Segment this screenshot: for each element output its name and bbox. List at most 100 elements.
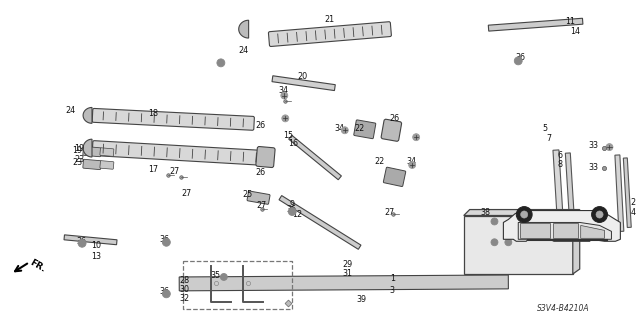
Text: 36: 36 <box>286 205 296 214</box>
Text: 6: 6 <box>557 151 563 160</box>
Polygon shape <box>83 108 92 123</box>
Circle shape <box>491 218 498 225</box>
Text: 15: 15 <box>284 131 293 140</box>
Text: 1: 1 <box>390 274 395 284</box>
FancyBboxPatch shape <box>92 108 254 130</box>
FancyBboxPatch shape <box>268 22 392 47</box>
Circle shape <box>413 134 420 141</box>
Text: 34: 34 <box>278 86 289 95</box>
Text: 23: 23 <box>72 159 82 167</box>
Text: 24: 24 <box>65 106 76 115</box>
Text: 29: 29 <box>342 260 353 269</box>
Polygon shape <box>565 153 574 218</box>
FancyBboxPatch shape <box>83 146 101 157</box>
Text: 27: 27 <box>181 189 191 198</box>
Text: 36: 36 <box>159 235 170 244</box>
Circle shape <box>591 207 607 222</box>
Polygon shape <box>553 223 578 238</box>
Text: 26: 26 <box>255 168 266 177</box>
Polygon shape <box>272 76 335 91</box>
FancyBboxPatch shape <box>256 146 275 167</box>
Polygon shape <box>464 216 573 274</box>
Polygon shape <box>279 196 361 249</box>
Text: 3: 3 <box>390 286 395 295</box>
FancyBboxPatch shape <box>383 167 406 187</box>
Text: 9: 9 <box>290 200 295 209</box>
Text: S3V4-B4210A: S3V4-B4210A <box>536 304 589 313</box>
FancyBboxPatch shape <box>247 191 270 204</box>
Polygon shape <box>615 155 624 232</box>
Circle shape <box>282 115 289 122</box>
Circle shape <box>596 211 603 218</box>
Text: 5: 5 <box>543 124 548 133</box>
Circle shape <box>491 239 498 246</box>
Text: 26: 26 <box>255 121 266 130</box>
Polygon shape <box>83 139 92 157</box>
Text: 39: 39 <box>356 295 367 304</box>
Text: 27: 27 <box>257 201 267 210</box>
Text: 33: 33 <box>589 141 598 150</box>
Text: 21: 21 <box>325 15 335 24</box>
Text: 20: 20 <box>297 72 307 81</box>
Text: 34: 34 <box>335 124 345 133</box>
Polygon shape <box>239 20 248 38</box>
Text: 14: 14 <box>570 26 580 36</box>
Text: 19: 19 <box>72 145 82 155</box>
Polygon shape <box>580 226 605 238</box>
Circle shape <box>606 144 613 151</box>
Text: 33: 33 <box>589 163 598 173</box>
Text: 2: 2 <box>630 198 636 207</box>
Text: 31: 31 <box>343 269 353 278</box>
Circle shape <box>409 161 415 168</box>
Circle shape <box>505 239 512 246</box>
FancyBboxPatch shape <box>381 119 401 141</box>
Polygon shape <box>623 158 631 227</box>
Text: FR.: FR. <box>29 258 47 274</box>
Circle shape <box>220 273 227 280</box>
Text: 11: 11 <box>565 17 575 26</box>
Text: 22: 22 <box>374 158 385 167</box>
Text: 16: 16 <box>288 139 298 148</box>
Polygon shape <box>464 210 580 216</box>
Text: 4: 4 <box>631 208 636 217</box>
Text: 19: 19 <box>74 144 84 152</box>
Text: 30: 30 <box>179 286 189 294</box>
FancyBboxPatch shape <box>100 161 114 169</box>
Text: 32: 32 <box>179 294 189 303</box>
Text: 27: 27 <box>384 208 394 217</box>
Circle shape <box>281 92 288 99</box>
Text: 37: 37 <box>511 231 522 240</box>
Text: 36: 36 <box>159 287 170 296</box>
Circle shape <box>341 127 348 134</box>
Text: 28: 28 <box>179 277 189 286</box>
Circle shape <box>515 57 522 65</box>
FancyBboxPatch shape <box>92 141 268 166</box>
Polygon shape <box>488 18 583 31</box>
FancyBboxPatch shape <box>354 120 376 139</box>
Text: 10: 10 <box>91 241 101 250</box>
Circle shape <box>288 208 296 216</box>
Text: 22: 22 <box>355 124 365 133</box>
Text: 27: 27 <box>169 167 179 176</box>
Circle shape <box>163 290 170 298</box>
Text: 17: 17 <box>148 166 159 174</box>
Text: 18: 18 <box>148 109 159 118</box>
Circle shape <box>163 238 170 246</box>
Text: 26: 26 <box>389 114 399 123</box>
Text: 12: 12 <box>292 210 302 219</box>
Text: 8: 8 <box>557 160 563 169</box>
Text: 13: 13 <box>91 252 101 261</box>
Polygon shape <box>518 222 611 239</box>
Text: 25: 25 <box>243 190 253 199</box>
Text: 36: 36 <box>76 237 86 246</box>
Polygon shape <box>504 211 620 241</box>
Polygon shape <box>289 135 341 180</box>
Circle shape <box>520 211 528 218</box>
Text: 35: 35 <box>211 271 221 280</box>
FancyBboxPatch shape <box>83 159 101 170</box>
Text: 24: 24 <box>239 47 249 56</box>
Text: 34: 34 <box>406 158 416 167</box>
Text: 23: 23 <box>74 155 84 165</box>
Polygon shape <box>553 150 563 215</box>
FancyBboxPatch shape <box>100 148 114 156</box>
